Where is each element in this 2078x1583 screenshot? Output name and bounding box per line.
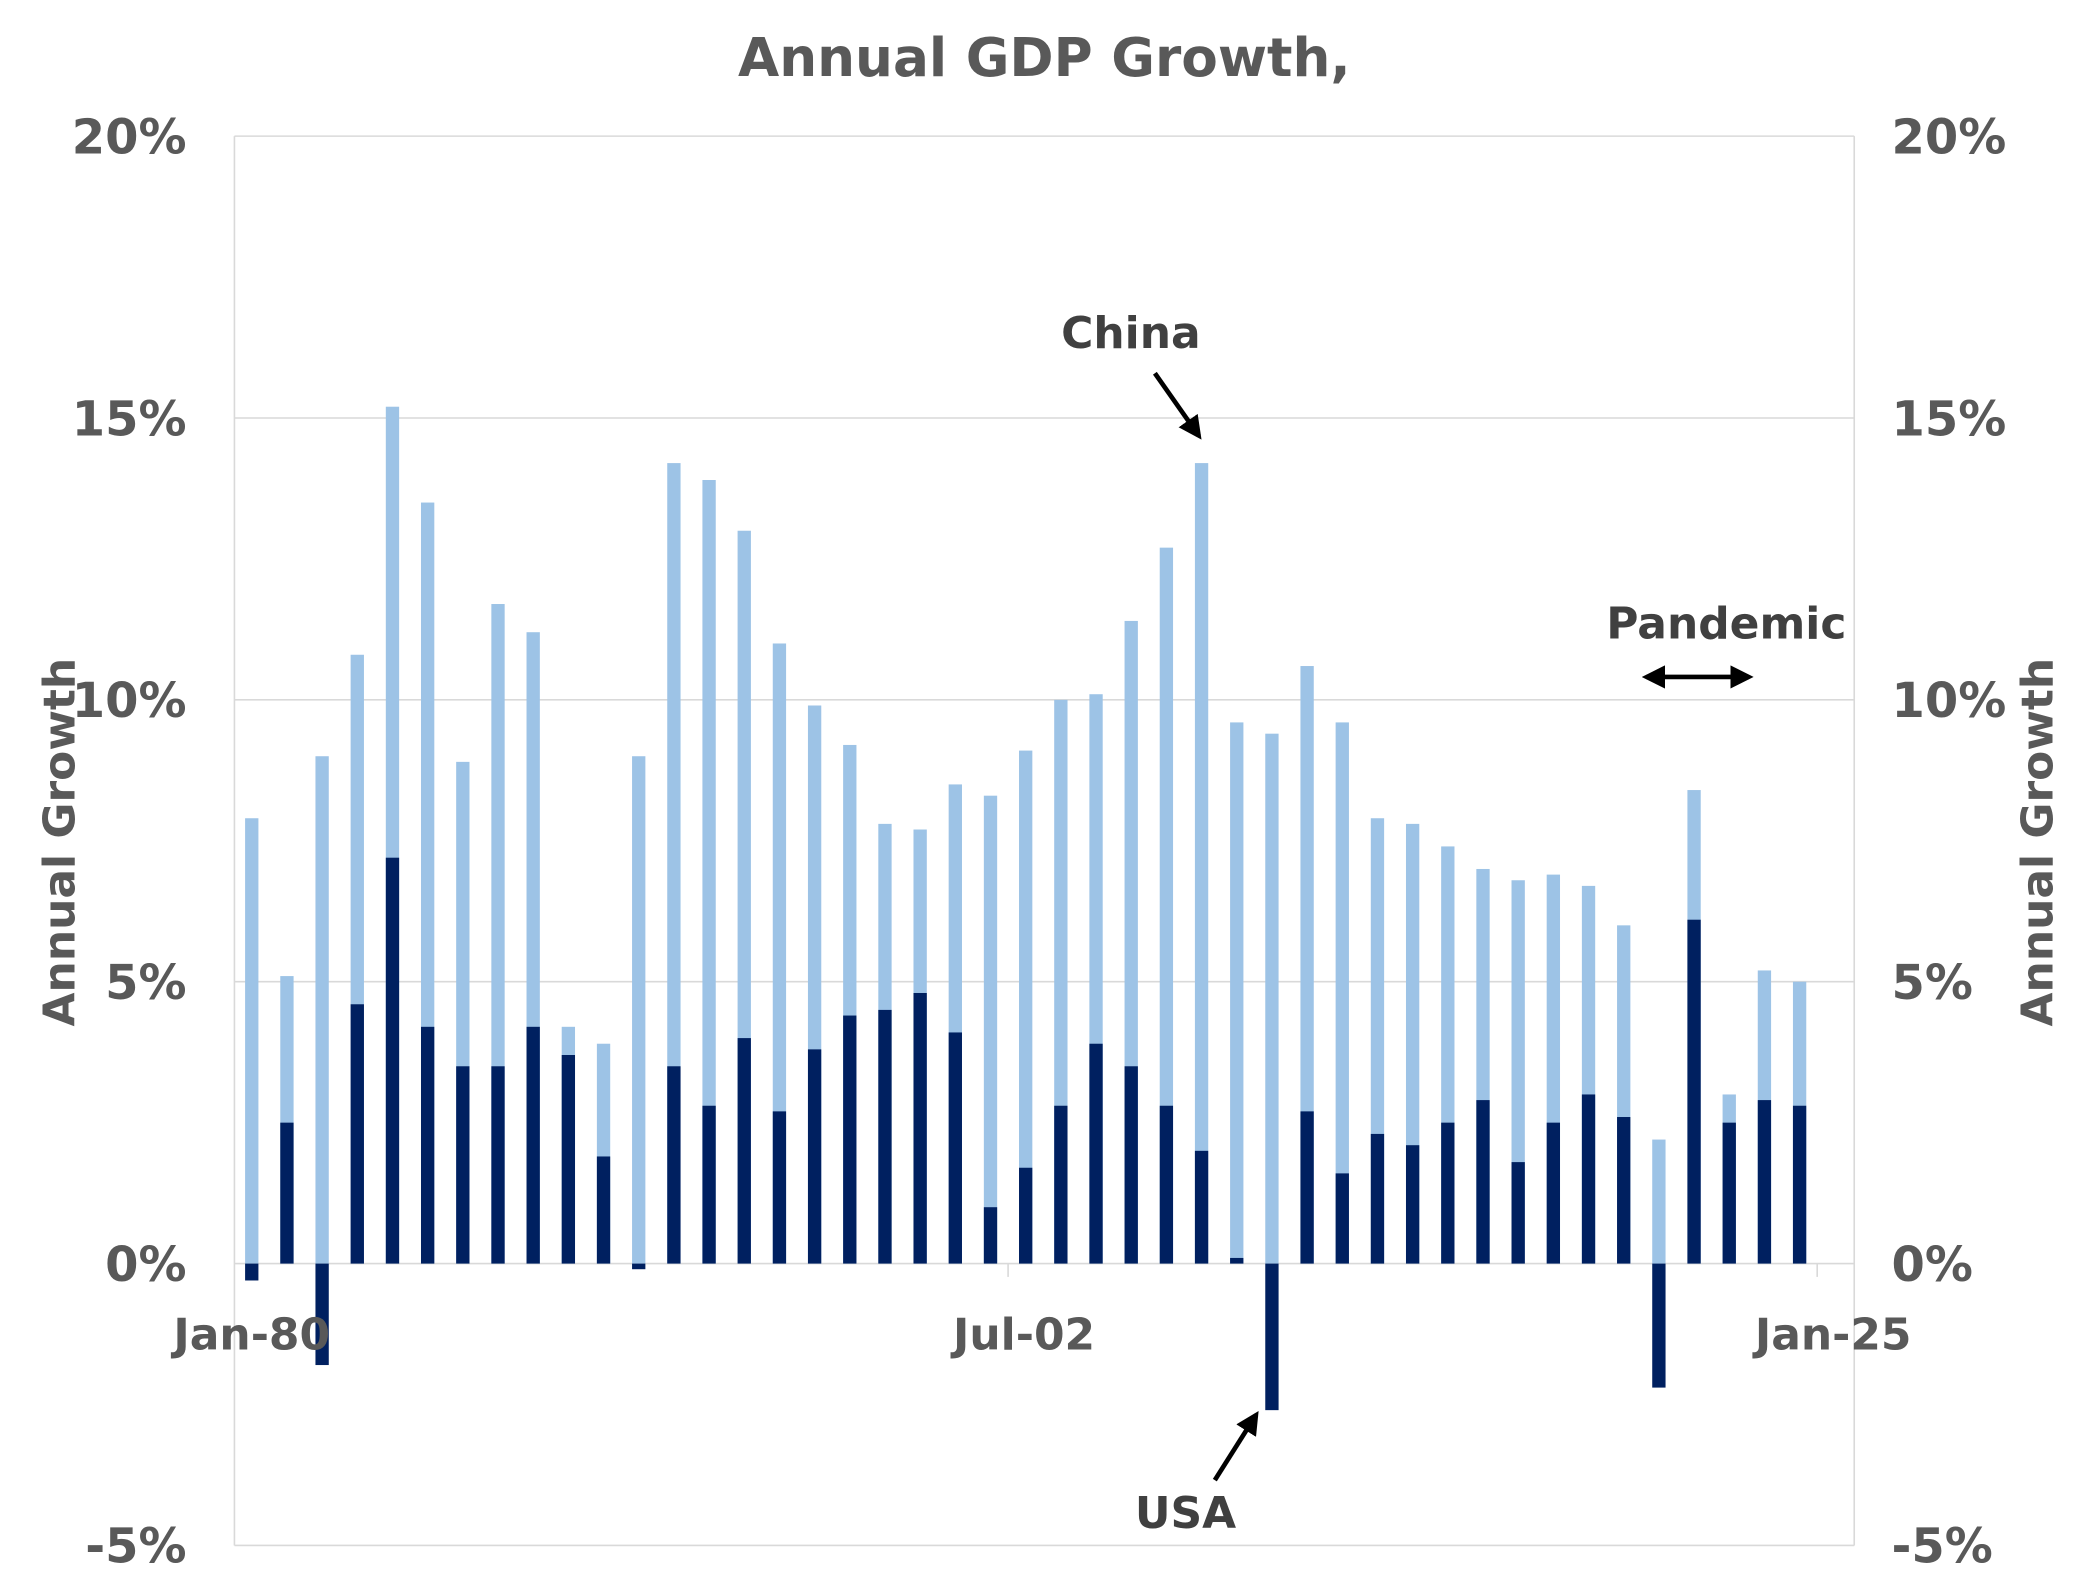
y-tick-label-left: 5% [105,955,186,1011]
y-tick-label-left: 10% [72,673,187,729]
bar-usa-2015 [1476,1100,1490,1264]
bar-usa-2012 [1370,1133,1385,1264]
bar-usa-1986 [456,1066,470,1264]
bar-china-1982 [315,756,329,1264]
bar-usa-1989 [561,1055,576,1264]
bar-usa-2019 [1617,1117,1631,1264]
bar-usa-2009 [1265,1263,1279,1411]
bar-usa-2004 [1089,1043,1103,1264]
bar-usa-1981 [280,1122,294,1264]
x-tick-label: Jul-02 [950,1310,1095,1361]
bar-usa-2002 [1019,1167,1033,1264]
bar-usa-2023 [1757,1100,1772,1264]
usa-arrow-icon [1212,1410,1259,1482]
y-tick-label-left: 0% [105,1237,186,1293]
x-tick-label: Jan-80 [170,1310,330,1361]
bar-china-2020 [1652,1139,1666,1264]
bar-china-1991 [632,756,646,1264]
china-annotation: China [1061,308,1201,359]
bar-usa-2017 [1546,1122,1561,1264]
y-tick-label-right: 15% [1892,391,2007,447]
bar-usa-1995 [772,1111,787,1264]
usa-annotation: USA [1135,1488,1236,1539]
bar-usa-2011 [1335,1173,1349,1264]
bar-china-2008 [1230,722,1244,1264]
left-axis-title: Annual Growth [35,658,86,1027]
bar-usa-1996 [807,1049,822,1264]
y-tick-label-right: -5% [1892,1519,1993,1575]
bar-china-1993 [702,480,716,1264]
pandemic-annotation: Pandemic [1606,598,1846,649]
bar-usa-1999 [913,992,927,1264]
bar-usa-2022 [1722,1122,1736,1264]
bar-usa-1992 [667,1066,681,1264]
bar-usa-1984 [385,857,400,1264]
y-tick-label-left: -5% [85,1519,186,1575]
bar-usa-2000 [948,1032,962,1264]
bar-china-1992 [667,463,681,1264]
bar-china-2011 [1335,722,1349,1264]
y-tick-label-right: 20% [1892,109,2007,165]
bar-china-1995 [772,643,787,1264]
bar-china-2006 [1159,547,1174,1264]
bar-usa-1998 [878,1009,892,1264]
bar-usa-1991 [632,1263,646,1270]
x-tick-labels: Jan-80 Jul-02 Jan-25 [170,1310,1911,1361]
bar-china-2002 [1019,750,1033,1264]
y-tick-label-left: 15% [72,391,187,447]
bar-usa-2007 [1194,1150,1209,1264]
bar-usa-2008 [1230,1257,1244,1264]
bar-usa-2005 [1124,1066,1138,1264]
chart-title: Annual GDP Growth, [738,27,1351,89]
bar-usa-2024 [1792,1105,1807,1264]
bar-usa-1982 [315,1263,329,1366]
bar-usa-2003 [1054,1105,1068,1264]
bar-usa-1987 [491,1066,505,1264]
right-axis-title: Annual Growth [2013,658,2064,1027]
bar-usa-1985 [420,1026,435,1264]
bar-usa-2020 [1652,1263,1666,1388]
bar-usa-2001 [983,1207,998,1264]
bar-usa-2014 [1441,1122,1455,1264]
bar-usa-1983 [350,1004,364,1264]
bar-usa-2006 [1159,1105,1174,1264]
bar-usa-1988 [526,1026,540,1264]
bar-usa-2016 [1511,1162,1525,1264]
bar-usa-2010 [1300,1111,1314,1264]
bar-usa-2013 [1405,1145,1420,1264]
bar-usa-1990 [596,1156,611,1264]
bar-china-2007 [1194,463,1209,1264]
bar-usa-1980 [245,1263,259,1281]
bar-china-2009 [1265,733,1279,1264]
bar-china-2001 [983,795,998,1264]
left-y-tick-labels: -5% 0% 5% 10% 15% 20% [72,109,187,1574]
x-tick-label: Jan-25 [1752,1310,1912,1361]
y-tick-label-left: 20% [72,109,187,165]
y-tick-label-right: 5% [1892,955,1973,1011]
bar-usa-1994 [737,1038,751,1264]
china-arrow-icon [1152,371,1202,440]
bar-usa-2018 [1581,1094,1596,1264]
bar-usa-1993 [702,1105,716,1264]
y-tick-label-right: 10% [1892,673,2007,729]
right-y-tick-labels: -5% 0% 5% 10% 15% 20% [1892,109,2007,1574]
bar-usa-2021 [1687,919,1701,1264]
bar-usa-1997 [843,1015,857,1264]
y-tick-label-right: 0% [1892,1237,1973,1293]
bar-china-1980 [245,818,259,1264]
bars [245,406,1807,1411]
